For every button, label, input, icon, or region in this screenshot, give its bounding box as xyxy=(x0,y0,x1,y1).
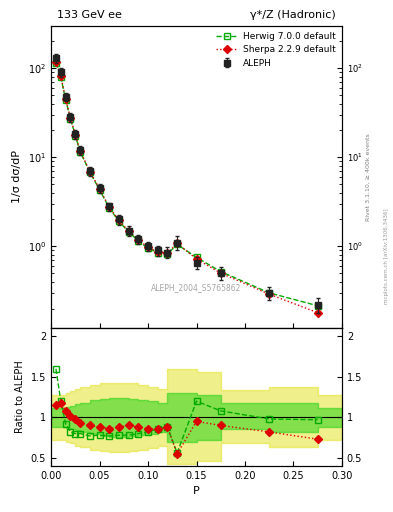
Herwig 7.0.0 default xyxy=(107,205,112,211)
Text: mcplots.cern.ch [arXiv:1306.3436]: mcplots.cern.ch [arXiv:1306.3436] xyxy=(384,208,389,304)
Herwig 7.0.0 default xyxy=(78,148,83,155)
X-axis label: P: P xyxy=(193,486,200,496)
Herwig 7.0.0 default xyxy=(97,187,102,193)
Line: Sherpa 2.2.9 default: Sherpa 2.2.9 default xyxy=(53,59,320,315)
Text: 133 GeV ee: 133 GeV ee xyxy=(57,10,122,19)
Sherpa 2.2.9 default xyxy=(63,96,68,102)
Herwig 7.0.0 default xyxy=(136,238,141,244)
Y-axis label: Ratio to ALEPH: Ratio to ALEPH xyxy=(15,361,25,434)
Sherpa 2.2.9 default xyxy=(59,73,63,79)
Sherpa 2.2.9 default xyxy=(267,291,272,297)
Sherpa 2.2.9 default xyxy=(88,168,92,175)
Sherpa 2.2.9 default xyxy=(165,250,170,256)
Sherpa 2.2.9 default xyxy=(146,244,151,250)
Y-axis label: 1/σ dσ/dP: 1/σ dσ/dP xyxy=(12,151,22,203)
Text: γ*/Z (Hadronic): γ*/Z (Hadronic) xyxy=(250,10,336,19)
Y-axis label: Rivet 3.1.10, ≥ 400k events: Rivet 3.1.10, ≥ 400k events xyxy=(365,133,371,221)
Herwig 7.0.0 default xyxy=(126,229,131,235)
Line: Herwig 7.0.0 default: Herwig 7.0.0 default xyxy=(53,60,320,309)
Herwig 7.0.0 default xyxy=(194,254,199,261)
Herwig 7.0.0 default xyxy=(267,290,272,296)
Sherpa 2.2.9 default xyxy=(53,59,58,65)
Herwig 7.0.0 default xyxy=(175,241,180,247)
Text: ALEPH_2004_S5765862: ALEPH_2004_S5765862 xyxy=(151,283,242,292)
Herwig 7.0.0 default xyxy=(73,133,78,139)
Sherpa 2.2.9 default xyxy=(175,240,180,246)
Herwig 7.0.0 default xyxy=(117,219,121,225)
Sherpa 2.2.9 default xyxy=(107,204,112,210)
Herwig 7.0.0 default xyxy=(63,97,68,103)
Sherpa 2.2.9 default xyxy=(315,310,320,316)
Herwig 7.0.0 default xyxy=(155,249,160,255)
Herwig 7.0.0 default xyxy=(219,268,223,274)
Herwig 7.0.0 default xyxy=(165,251,170,257)
Sherpa 2.2.9 default xyxy=(155,249,160,255)
Sherpa 2.2.9 default xyxy=(194,256,199,262)
Sherpa 2.2.9 default xyxy=(136,237,141,243)
Herwig 7.0.0 default xyxy=(88,169,92,175)
Legend: Herwig 7.0.0 default, Sherpa 2.2.9 default, ALEPH: Herwig 7.0.0 default, Sherpa 2.2.9 defau… xyxy=(214,30,338,70)
Sherpa 2.2.9 default xyxy=(73,132,78,138)
Herwig 7.0.0 default xyxy=(146,245,151,251)
Sherpa 2.2.9 default xyxy=(68,115,73,121)
Herwig 7.0.0 default xyxy=(59,74,63,80)
Sherpa 2.2.9 default xyxy=(117,218,121,224)
Herwig 7.0.0 default xyxy=(315,303,320,309)
Sherpa 2.2.9 default xyxy=(219,270,223,276)
Herwig 7.0.0 default xyxy=(53,59,58,66)
Herwig 7.0.0 default xyxy=(68,116,73,122)
Sherpa 2.2.9 default xyxy=(97,186,102,192)
Sherpa 2.2.9 default xyxy=(126,228,131,234)
Sherpa 2.2.9 default xyxy=(78,148,83,154)
